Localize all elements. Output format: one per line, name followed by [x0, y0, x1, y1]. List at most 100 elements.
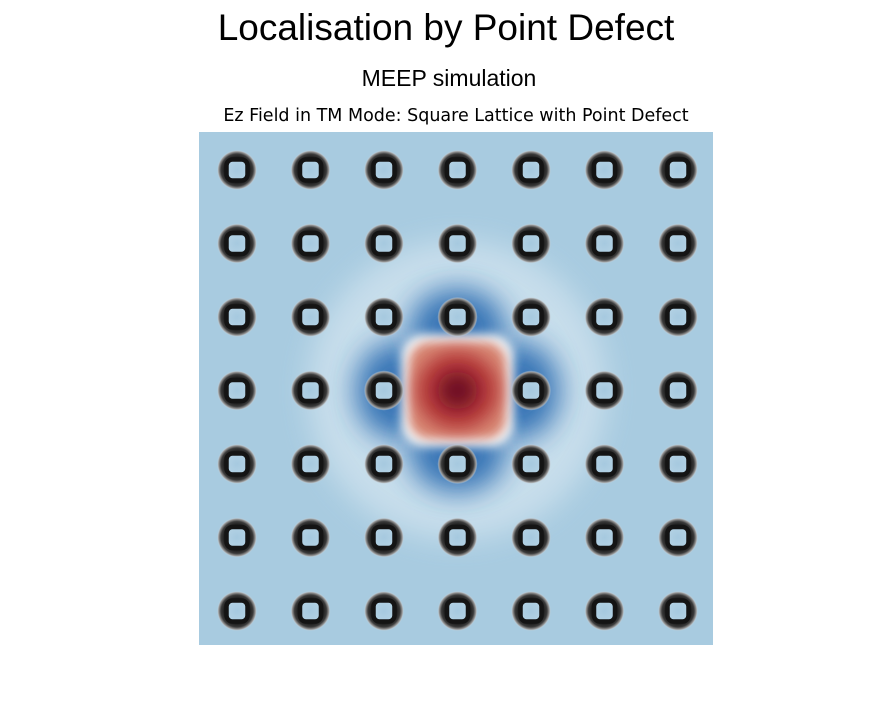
rod-shell — [290, 223, 331, 264]
rod-outline — [444, 524, 471, 551]
rod-outline — [224, 598, 250, 624]
rod-outline — [224, 304, 250, 330]
rod-shell — [217, 370, 257, 411]
rod-outline — [518, 451, 544, 477]
rod-shell — [364, 297, 404, 337]
rod-shell — [364, 150, 404, 190]
rod-outline — [371, 230, 397, 257]
rod-outline — [518, 230, 544, 257]
rod-outline — [444, 230, 471, 257]
rod-shell — [658, 370, 698, 411]
rod-shell — [217, 444, 257, 484]
lattice-rod — [584, 297, 625, 337]
lattice-rod — [217, 591, 257, 631]
rod-outline — [518, 304, 544, 330]
rod-shell — [658, 591, 698, 631]
rod-outline — [591, 451, 618, 477]
rod-shell — [217, 591, 257, 631]
rod-shell — [437, 223, 478, 264]
rod-outline — [591, 524, 618, 551]
lattice-rod — [584, 150, 625, 190]
rod-shell — [511, 517, 551, 558]
lattice-rod — [584, 517, 625, 558]
lattice-rod — [584, 591, 625, 631]
rod-shell — [290, 444, 331, 484]
rod-outline — [371, 524, 397, 551]
rod-outline — [591, 377, 618, 404]
rod-shell — [217, 517, 257, 558]
rod-shell — [584, 591, 625, 631]
rod-shell — [217, 223, 257, 264]
lattice-rod — [290, 591, 331, 631]
rod-shell — [437, 517, 478, 558]
lattice-rod — [584, 370, 625, 411]
lattice-rod — [511, 297, 551, 337]
rod-shell — [658, 150, 698, 190]
lattice-rod — [658, 444, 698, 484]
rod-outline — [297, 451, 324, 477]
rod-shell — [584, 517, 625, 558]
rod-outline — [444, 451, 471, 477]
rod-outline — [444, 157, 471, 183]
rod-outline — [297, 377, 324, 404]
lattice-rod — [364, 370, 404, 411]
positive-field-peak — [437, 371, 478, 410]
rod-outline — [518, 377, 544, 404]
lattice-rod — [290, 150, 331, 190]
lattice-rod — [364, 150, 404, 190]
lattice-rod — [437, 591, 478, 631]
lattice-rod — [658, 517, 698, 558]
rod-shell — [364, 370, 404, 411]
rod-shell — [511, 591, 551, 631]
rod-outline — [444, 304, 471, 330]
rod-outline — [224, 524, 250, 551]
rod-outline — [665, 377, 691, 404]
rod-outline — [665, 157, 691, 183]
rod-outline — [518, 524, 544, 551]
rod-shell — [437, 591, 478, 631]
rod-outline — [665, 230, 691, 257]
lattice-rod — [217, 223, 257, 264]
rod-shell — [364, 517, 404, 558]
rod-shell — [290, 297, 331, 337]
rod-outline — [297, 598, 324, 624]
rod-outline — [297, 157, 324, 183]
lattice-rod — [584, 444, 625, 484]
lattice-rod — [290, 297, 331, 337]
rod-outline — [224, 157, 250, 183]
rod-shell — [584, 370, 625, 411]
rod-outline — [371, 157, 397, 183]
rod-outline — [518, 157, 544, 183]
rod-shell — [511, 297, 551, 337]
rod-outline — [371, 598, 397, 624]
lattice-rod — [511, 444, 551, 484]
rod-outline — [665, 598, 691, 624]
rod-shell — [290, 370, 331, 411]
lattice-rod — [437, 444, 478, 484]
lattice-rod — [511, 517, 551, 558]
rod-shell — [217, 297, 257, 337]
lattice-rod — [217, 444, 257, 484]
rod-shell — [658, 223, 698, 264]
lattice-rod — [511, 223, 551, 264]
lattice-rod — [437, 223, 478, 264]
figure-subtitle: MEEP simulation — [361, 65, 537, 91]
rod-shell — [511, 223, 551, 264]
ez-field-plot — [199, 132, 713, 645]
rod-shell — [511, 444, 551, 484]
rod-outline — [444, 598, 471, 624]
rod-outline — [371, 377, 397, 404]
rod-shell — [584, 297, 625, 337]
rod-shell — [584, 444, 625, 484]
rod-shell — [584, 223, 625, 264]
lattice-rod — [511, 370, 551, 411]
rod-outline — [224, 377, 250, 404]
lattice-rod — [364, 223, 404, 264]
lattice-rod — [290, 223, 331, 264]
rod-shell — [290, 517, 331, 558]
rod-shell — [217, 150, 257, 190]
lattice-rod — [217, 517, 257, 558]
lattice-rod — [364, 444, 404, 484]
lattice-rod — [364, 517, 404, 558]
